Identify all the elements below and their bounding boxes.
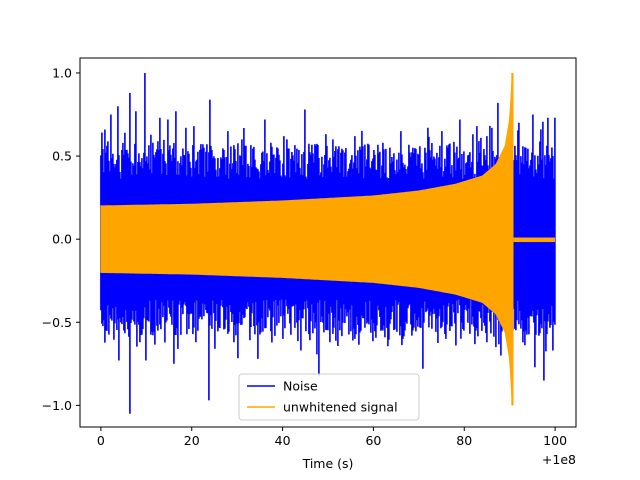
y-tick-label: −0.5 [42, 315, 72, 330]
legend-box [238, 373, 420, 421]
x-tick-label: 20 [184, 433, 200, 448]
y-tick-label: 0.5 [52, 149, 72, 164]
x-tick-label: 80 [456, 433, 472, 448]
x-axis-offset-label: +1e8 [542, 452, 576, 467]
x-axis-label: Time (s) [302, 456, 354, 471]
x-tick-label: 40 [275, 433, 291, 448]
x-tick-label: 0 [97, 433, 105, 448]
legend-label-noise: Noise [283, 379, 318, 394]
signal-ringdown [512, 237, 556, 243]
legend-label-unwhitened-signal: unwhitened signal [283, 400, 398, 415]
x-axis: 0 20 40 60 80 100 [97, 427, 567, 448]
x-tick-label: 60 [365, 433, 381, 448]
y-tick-label: 0.0 [52, 232, 72, 247]
y-tick-label: 1.0 [52, 65, 72, 80]
y-axis: 1.0 0.5 0.0 −0.5 −1.0 [42, 65, 80, 413]
x-tick-label: 100 [543, 433, 567, 448]
plot-area [100, 72, 556, 414]
y-tick-label: −1.0 [42, 398, 72, 413]
axes-frame [79, 57, 577, 428]
series-unwhitened-signal [100, 72, 513, 406]
legend: Noise unwhitened signal [238, 373, 420, 421]
